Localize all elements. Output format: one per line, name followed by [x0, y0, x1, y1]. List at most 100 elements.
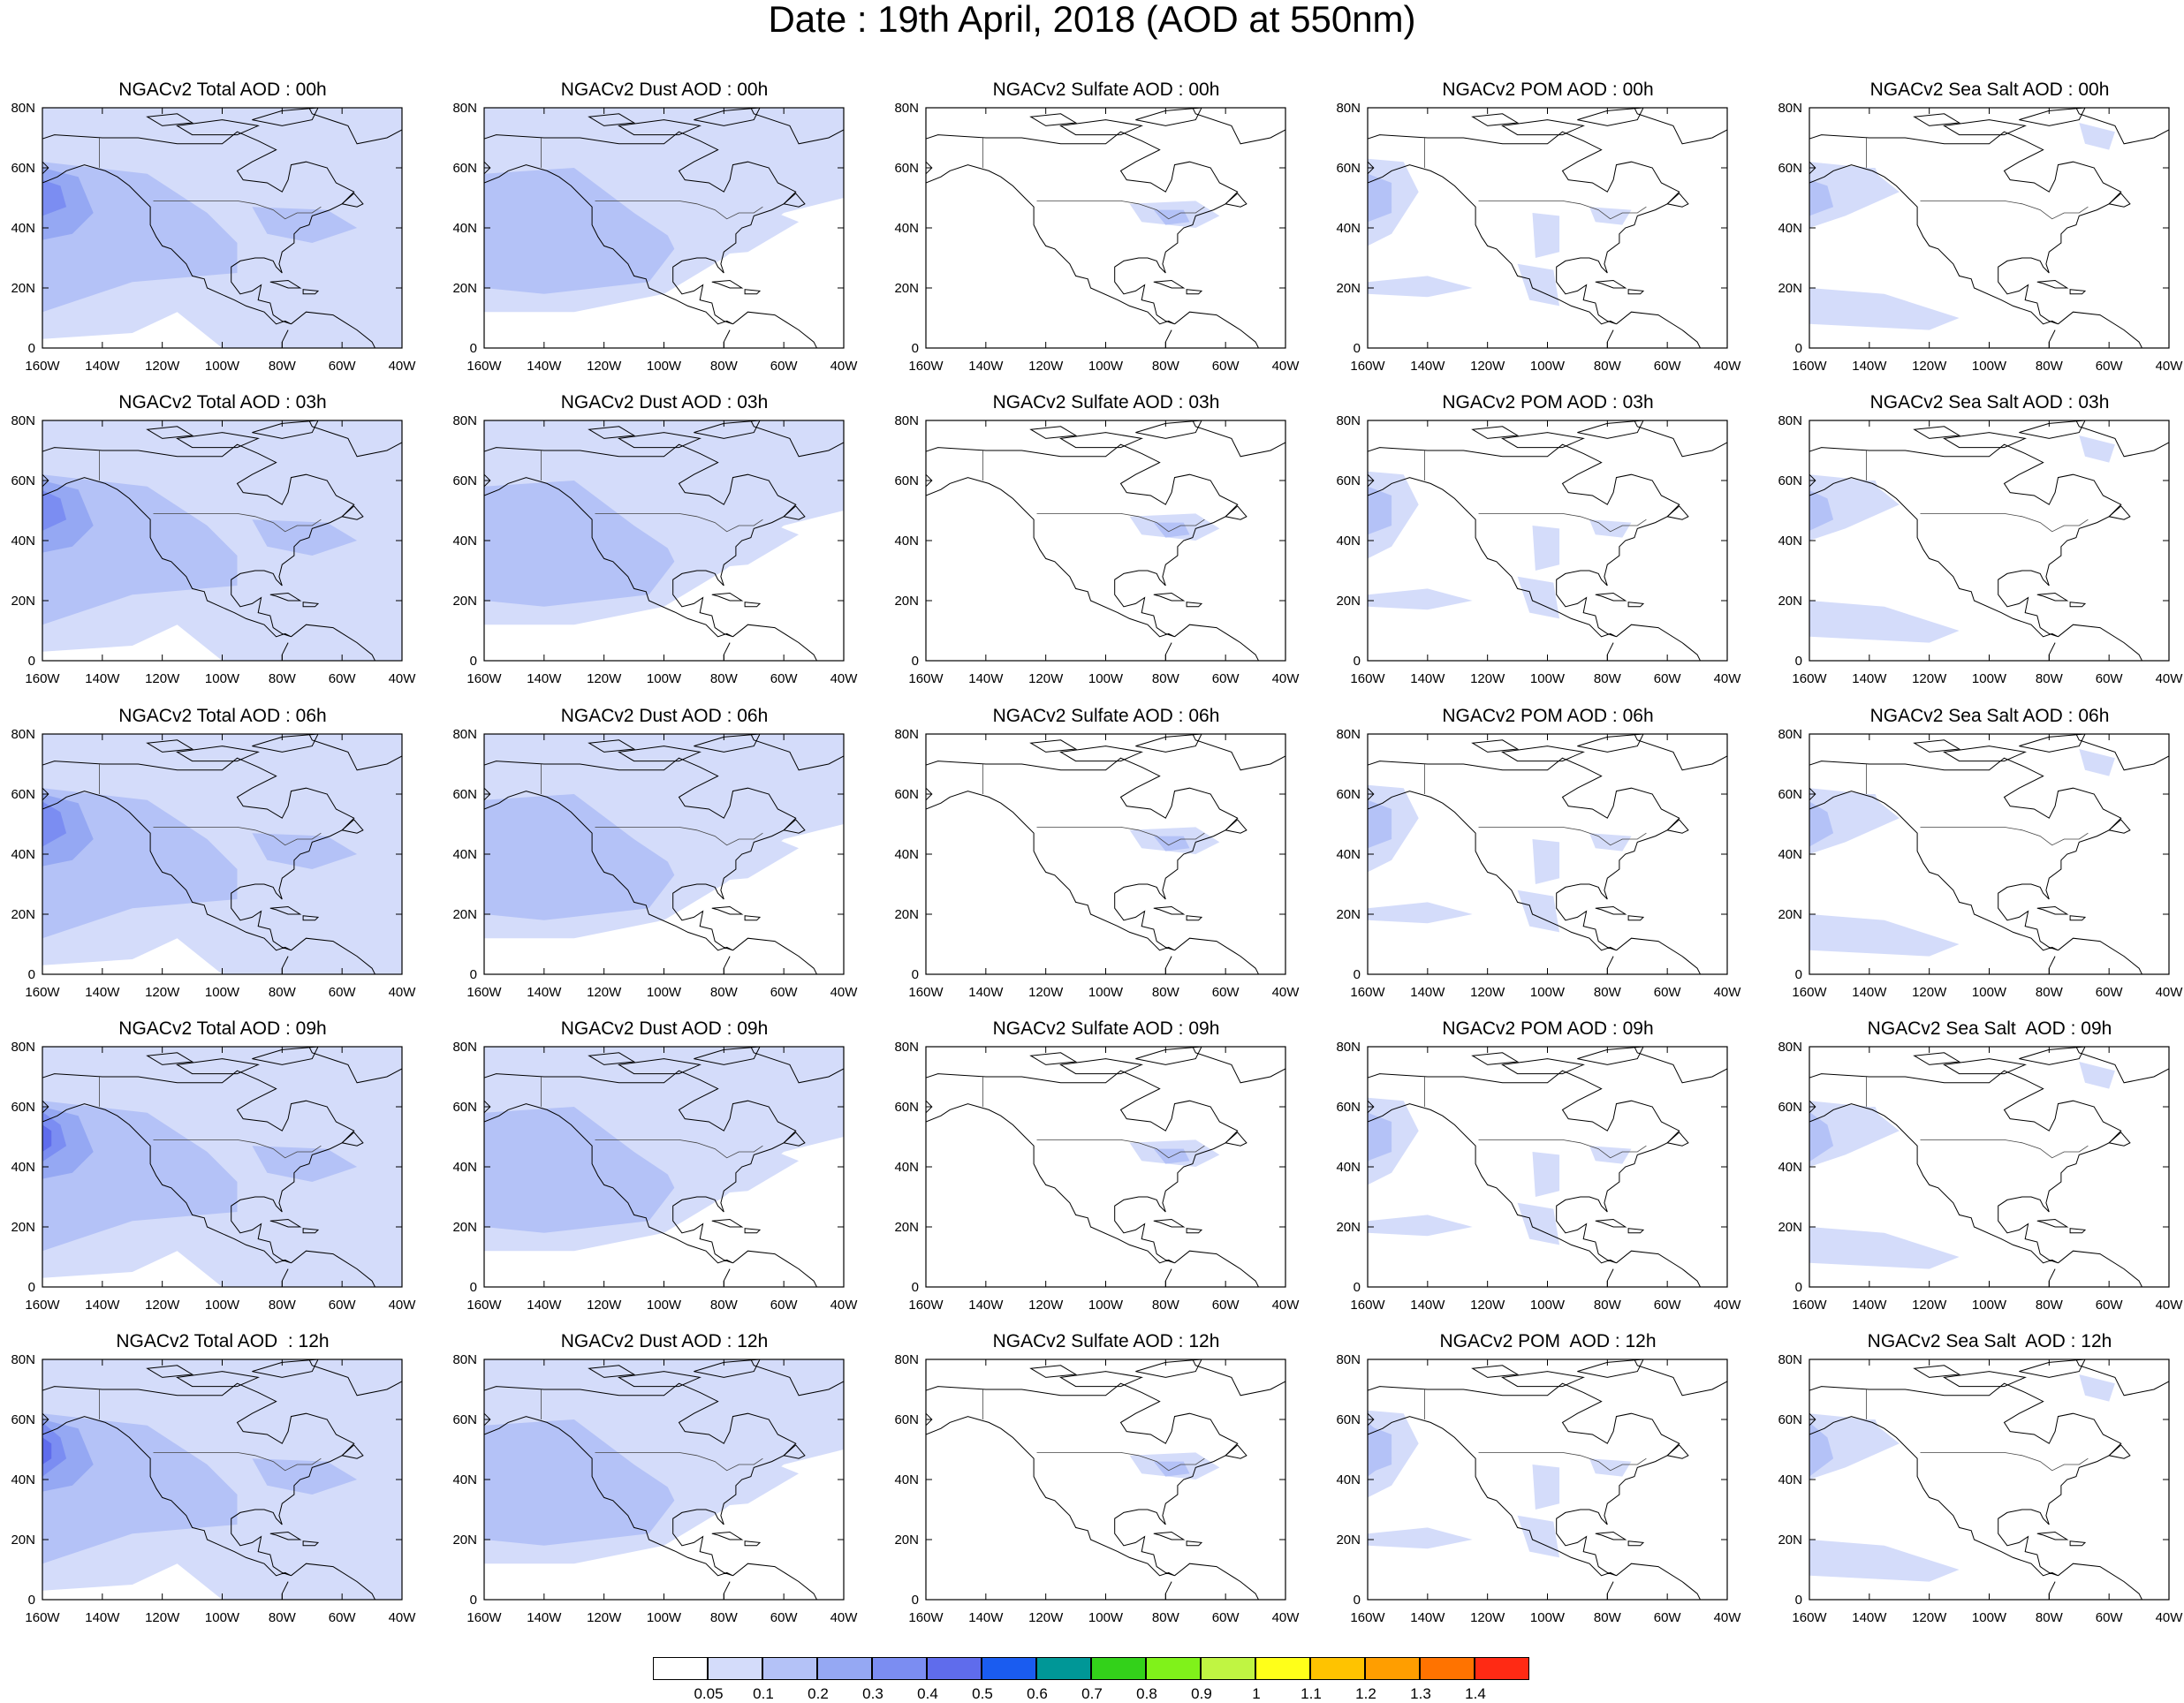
- lat-tick-label: 40N: [1336, 534, 1361, 549]
- lon-tick-label: 100W: [1972, 359, 2007, 374]
- lon-tick-label: 100W: [1972, 1298, 2007, 1313]
- lat-tick-label: 60N: [11, 1100, 35, 1115]
- lon-tick-label: 100W: [1530, 985, 1566, 1000]
- lon-tick-label: 60W: [1212, 1298, 1240, 1313]
- lat-tick-label: 60N: [1778, 473, 1802, 488]
- lon-tick-label: 140W: [1852, 359, 1887, 374]
- lat-tick-label: 40N: [1778, 1472, 1802, 1487]
- colorbar-swatch: [708, 1657, 762, 1680]
- lat-tick-label: 60N: [452, 473, 477, 488]
- lat-tick-label: 20N: [894, 907, 919, 922]
- lon-tick-label: 80W: [710, 359, 739, 374]
- lat-tick-label: 20N: [894, 594, 919, 609]
- lon-tick-label: 140W: [527, 671, 562, 686]
- aod-field: [1794, 102, 2184, 348]
- lon-tick-label: 120W: [1912, 1298, 1947, 1313]
- lat-tick-label: 60N: [11, 161, 35, 176]
- aod-shading: [1533, 1152, 1560, 1197]
- lat-tick-label: 80N: [452, 101, 477, 116]
- lon-tick-label: 160W: [466, 1298, 502, 1313]
- colorbar-swatch: [817, 1657, 872, 1680]
- lon-tick-label: 160W: [1792, 985, 1827, 1000]
- aod-field: [1353, 102, 1757, 348]
- lat-tick-label: 0: [1354, 654, 1361, 669]
- lon-tick-label: 60W: [770, 1298, 799, 1313]
- lat-tick-label: 60N: [894, 787, 919, 802]
- lat-tick-label: 40N: [11, 847, 35, 862]
- lat-tick-label: 20N: [1336, 907, 1361, 922]
- lon-tick-label: 140W: [1410, 1610, 1445, 1625]
- lon-tick-label: 40W: [1714, 1298, 1742, 1313]
- lon-tick-label: 40W: [1272, 671, 1301, 686]
- lon-tick-label: 160W: [25, 359, 60, 374]
- lon-tick-label: 160W: [25, 1298, 60, 1313]
- lat-tick-label: 0: [1354, 1593, 1361, 1608]
- aod-field: [469, 1353, 874, 1600]
- colorbar-swatch: [1475, 1657, 1529, 1680]
- lon-tick-label: 140W: [1852, 1298, 1887, 1313]
- lat-tick-label: 80N: [1336, 727, 1361, 742]
- lon-tick-label: 100W: [205, 671, 240, 686]
- lon-tick-label: 100W: [647, 985, 682, 1000]
- lat-tick-label: 60N: [894, 161, 919, 176]
- lon-tick-label: 120W: [145, 359, 180, 374]
- lat-tick-label: 20N: [1336, 1220, 1361, 1235]
- aod-shading: [1839, 1419, 1882, 1434]
- colorbar-label: 1.1: [1289, 1685, 1333, 1703]
- lat-tick-label: 60N: [11, 1412, 35, 1427]
- lat-tick-label: 80N: [11, 101, 35, 116]
- colorbar-swatch: [982, 1657, 1036, 1680]
- colorbar-swatch: [872, 1657, 927, 1680]
- lon-tick-label: 60W: [770, 359, 799, 374]
- lon-tick-label: 120W: [1028, 1610, 1064, 1625]
- lon-tick-label: 140W: [1410, 1298, 1445, 1313]
- lat-tick-label: 40N: [452, 221, 477, 236]
- lon-tick-label: 60W: [329, 359, 357, 374]
- lat-tick-label: 80N: [894, 413, 919, 428]
- lon-tick-label: 140W: [527, 985, 562, 1000]
- lat-tick-label: 20N: [452, 1220, 477, 1235]
- lon-tick-label: 80W: [269, 1298, 297, 1313]
- lat-tick-label: 60N: [452, 1100, 477, 1115]
- colorbar-label: 0.5: [960, 1685, 1005, 1703]
- lat-tick-label: 40N: [452, 1160, 477, 1175]
- colorbar-swatch: [1036, 1657, 1091, 1680]
- lon-tick-label: 60W: [329, 985, 357, 1000]
- colorbar-swatch: [1310, 1657, 1365, 1680]
- aod-field: [1794, 728, 2184, 974]
- lat-tick-label: 20N: [11, 594, 35, 609]
- colorbar-label: 1.2: [1344, 1685, 1388, 1703]
- lon-tick-label: 120W: [145, 671, 180, 686]
- lon-tick-label: 160W: [1350, 1610, 1385, 1625]
- lon-tick-label: 100W: [205, 1610, 240, 1625]
- lon-tick-label: 80W: [269, 671, 297, 686]
- lat-tick-label: 0: [1795, 967, 1802, 982]
- lon-tick-label: 40W: [389, 985, 417, 1000]
- lon-tick-label: 60W: [2096, 671, 2124, 686]
- lon-tick-label: 80W: [1594, 1298, 1622, 1313]
- aod-field: [27, 728, 432, 974]
- lat-tick-label: 0: [912, 1593, 919, 1608]
- lon-tick-label: 140W: [1852, 671, 1887, 686]
- lon-tick-label: 60W: [2096, 1298, 2124, 1313]
- lon-tick-label: 60W: [770, 985, 799, 1000]
- lat-tick-label: 20N: [894, 281, 919, 296]
- lon-tick-label: 100W: [647, 1298, 682, 1313]
- lat-tick-label: 80N: [1336, 1040, 1361, 1055]
- lon-tick-label: 40W: [2156, 671, 2184, 686]
